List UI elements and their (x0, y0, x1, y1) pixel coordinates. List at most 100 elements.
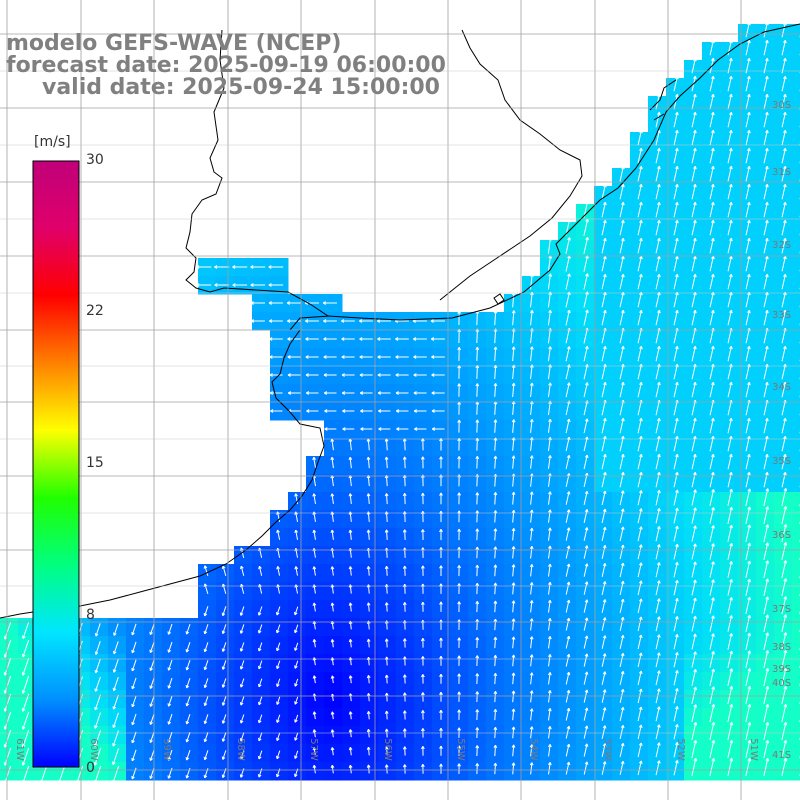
wind-cell (792, 420, 800, 439)
wind-arrow (457, 655, 461, 666)
wind-arrow (529, 744, 534, 757)
wind-arrow (547, 309, 552, 326)
wind-arrow (655, 201, 661, 218)
wind-arrow (619, 237, 625, 254)
wind-arrow (745, 129, 751, 146)
coast-main (185, 23, 800, 321)
wind-arrow (781, 165, 787, 182)
wind-arrow (377, 337, 391, 341)
wind-cell (792, 654, 800, 673)
wind-arrow (565, 509, 571, 523)
wind-arrow (286, 301, 301, 305)
wind-arrow (185, 660, 191, 671)
wind-arrow (619, 580, 625, 596)
wind-arrow (655, 453, 661, 470)
wind-arrow (493, 346, 498, 362)
wind-arrow (547, 455, 552, 469)
wind-arrow (22, 622, 30, 639)
wind-arrow (269, 373, 283, 377)
wind-arrow (167, 659, 173, 671)
wind-arrow (637, 165, 643, 182)
wind-arrow (330, 764, 335, 774)
wind-arrow (601, 725, 607, 739)
wind-arrow (637, 453, 643, 470)
wind-arrow (276, 678, 281, 687)
wind-arrow (673, 471, 679, 488)
wind-arrow (763, 129, 769, 146)
wind-arrow (691, 219, 697, 236)
wind-arrow (709, 597, 715, 614)
wind-arrow (691, 507, 697, 524)
wind-arrow (565, 653, 571, 667)
wind-cell (792, 150, 800, 169)
title-forecast-date: forecast date: 2025-09-19 06:00:00 (6, 53, 446, 78)
wind-arrow (583, 635, 589, 649)
wind-cell (792, 240, 800, 259)
wind-arrow (475, 601, 480, 613)
wind-arrow (709, 703, 716, 723)
wind-arrow (673, 543, 679, 560)
wind-arrow (691, 273, 697, 290)
wind-arrow (583, 563, 589, 577)
wind-arrow (529, 708, 534, 721)
wind-arrow (493, 383, 498, 397)
wind-arrow (420, 456, 425, 469)
wind-arrow (402, 764, 407, 774)
wind-arrow (763, 273, 769, 290)
colorbar-tick-22: 22 (86, 303, 104, 319)
wind-arrow (39, 765, 48, 784)
wind-arrow (493, 690, 498, 703)
colorbar-tick-8: 8 (86, 607, 95, 623)
wind-arrow (691, 471, 697, 488)
wind-arrow (431, 391, 445, 395)
wind-arrow (548, 563, 552, 577)
wind-arrow (619, 417, 625, 434)
wind-arrow (294, 714, 299, 723)
wind-arrow (781, 524, 788, 543)
wind-arrow (547, 617, 552, 631)
wind-arrow (709, 579, 715, 596)
lon-label-59w: 59W (160, 738, 172, 761)
wind-arrow (727, 453, 733, 470)
wind-arrow (745, 721, 752, 741)
wind-arrow (745, 255, 751, 272)
wind-arrow (276, 750, 281, 760)
wind-arrow (781, 345, 787, 362)
wind-arrow (348, 566, 353, 576)
wind-arrow (691, 255, 697, 272)
wind-arrow (637, 309, 643, 326)
wind-arrow (457, 763, 461, 774)
wind-arrow (270, 409, 283, 413)
wind-arrow (511, 382, 516, 397)
wind-arrow (709, 633, 715, 650)
wind-arrow (348, 711, 353, 720)
wind-arrow (655, 237, 661, 254)
wind-arrow (294, 566, 299, 576)
wind-arrow (709, 291, 715, 308)
wind-arrow (781, 614, 788, 633)
wind-arrow (402, 746, 407, 756)
wind-arrow (112, 748, 120, 765)
wind-arrow (637, 670, 643, 686)
wind-arrow (709, 255, 715, 272)
wind-arrow (637, 490, 643, 506)
wind-arrow (529, 636, 534, 649)
wind-arrow (709, 417, 715, 434)
wind-arrow (781, 111, 787, 128)
wind-arrow (619, 616, 625, 632)
wind-arrow (268, 301, 283, 305)
wind-arrow (781, 487, 788, 507)
wind-arrow (421, 692, 425, 702)
wind-arrow (511, 618, 516, 631)
wind-arrow (709, 93, 715, 110)
coast-island (493, 293, 505, 305)
wind-arrow (763, 291, 769, 308)
wind-arrow (619, 309, 625, 326)
wind-arrow (637, 201, 643, 218)
lat-label-34s: 34S (772, 382, 792, 393)
wind-arrow (727, 615, 733, 632)
wind-arrow (655, 417, 661, 434)
wind-arrow (457, 745, 461, 756)
wind-arrow (378, 409, 391, 413)
wind-arrow (323, 337, 337, 341)
